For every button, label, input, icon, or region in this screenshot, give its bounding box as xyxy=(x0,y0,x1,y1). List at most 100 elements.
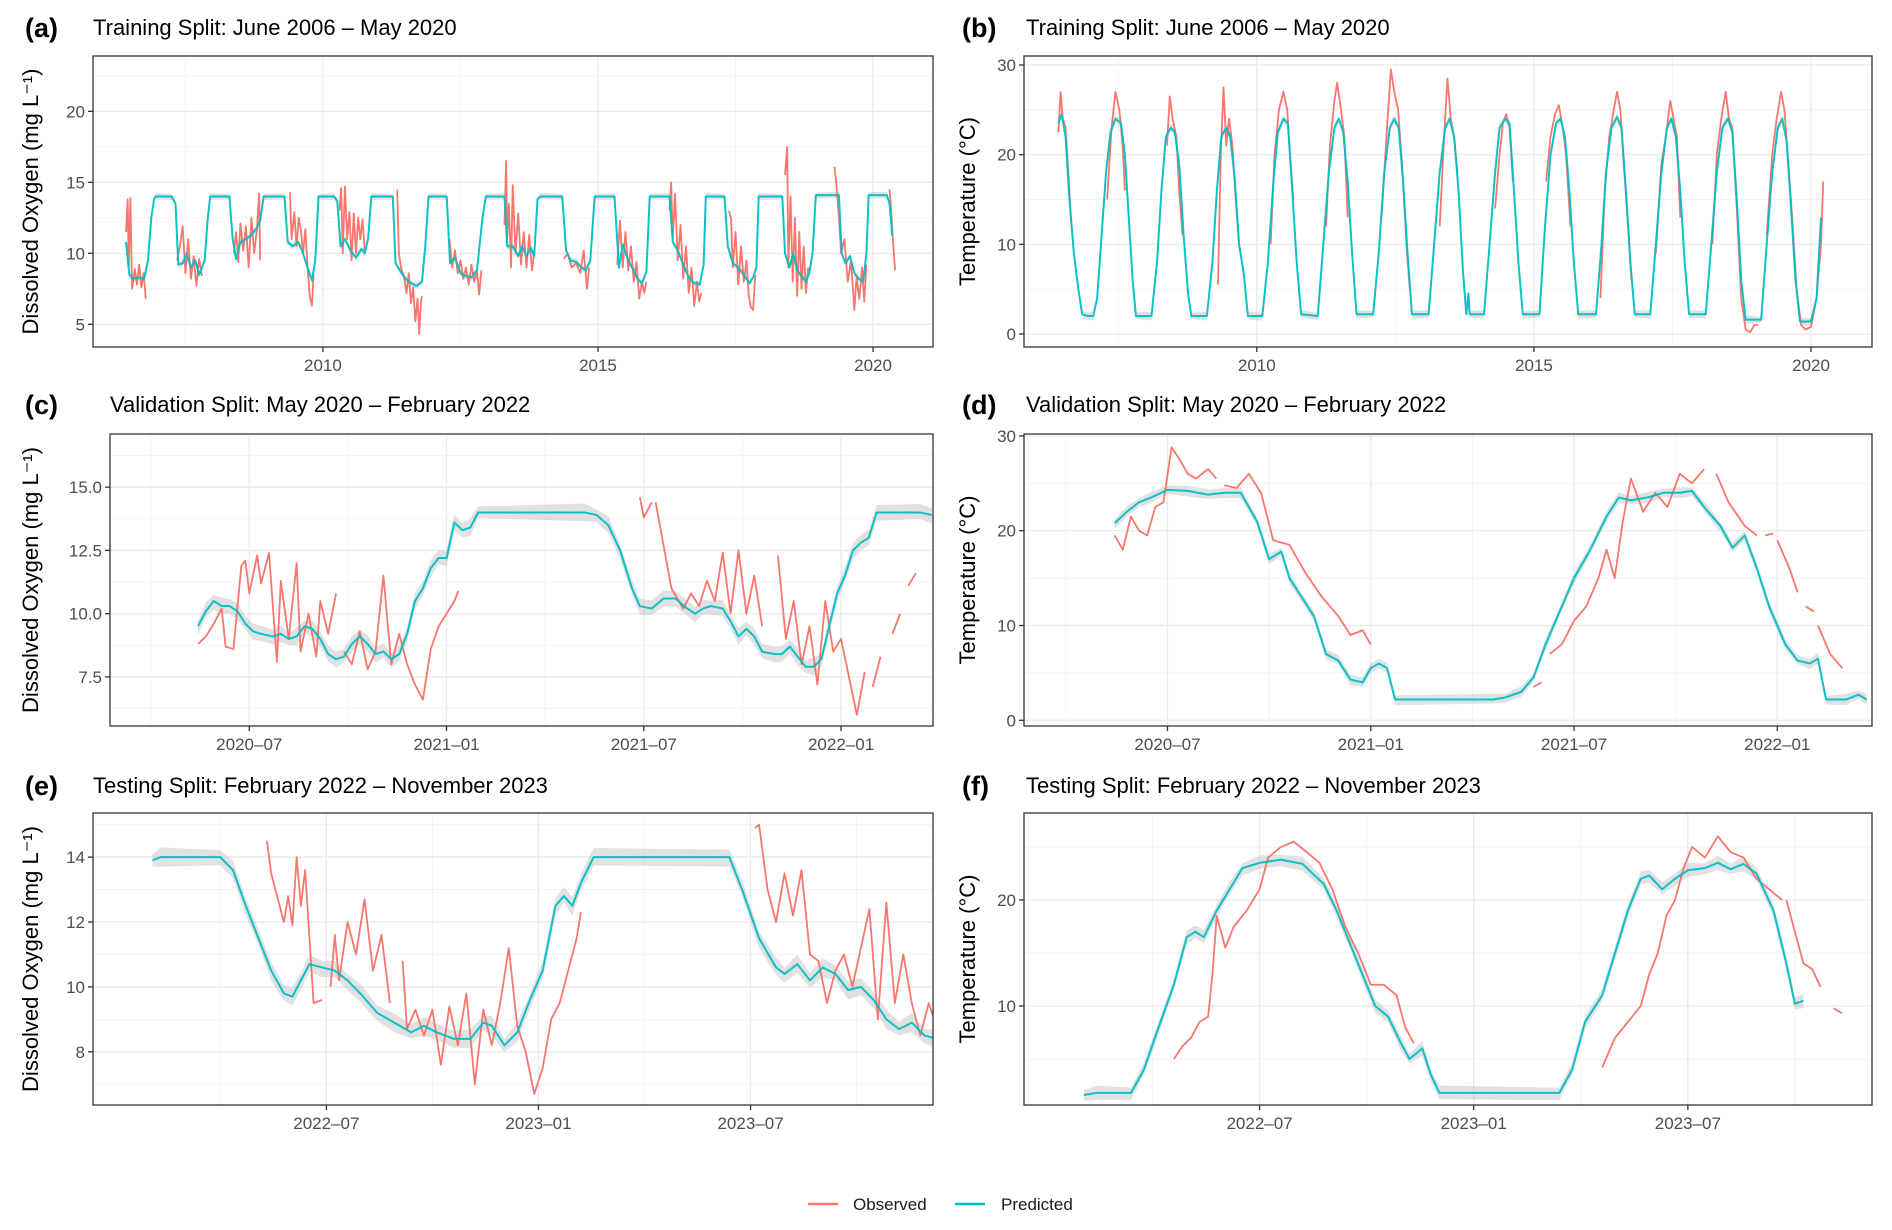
panel-title: Testing Split: February 2022 – November … xyxy=(1026,773,1481,798)
panel-b: (b) Training Split: June 2006 – May 2020 0… xyxy=(955,13,1873,375)
plot-background xyxy=(1024,434,1872,726)
y-tick-label: 10 xyxy=(997,617,1016,636)
x-tick-label: 2010 xyxy=(304,356,342,375)
observed-line xyxy=(907,572,917,587)
observed-line xyxy=(784,145,810,297)
observed-line xyxy=(1106,90,1126,200)
observed-line xyxy=(1805,605,1815,613)
observed-line xyxy=(289,192,315,307)
observed-line xyxy=(1776,539,1799,593)
observed-line xyxy=(343,574,460,701)
panel-title: Training Split: June 2006 – May 2020 xyxy=(1026,15,1390,40)
predicted-line xyxy=(1083,858,1804,1097)
observed-line xyxy=(396,189,423,336)
y-axis-title: Dissolved Oxygen (mg L⁻¹) xyxy=(18,826,43,1092)
x-tick-label: 2023–01 xyxy=(1441,1114,1507,1133)
observed-line xyxy=(1224,472,1372,645)
y-tick-label: 0 xyxy=(1007,711,1016,730)
x-tick-label: 2023–07 xyxy=(717,1114,783,1133)
observed-line xyxy=(668,181,703,307)
panel-letter: (a) xyxy=(25,13,58,43)
y-tick-label: 0 xyxy=(1007,325,1016,344)
panel-title: Training Split: June 2006 – May 2020 xyxy=(93,15,457,40)
y-axis-title: Temperature (°C) xyxy=(955,496,980,665)
observed-line xyxy=(1785,899,1822,988)
observed-line xyxy=(1532,681,1542,688)
y-tick-label: 8 xyxy=(76,1043,85,1062)
x-tick-label: 2022–01 xyxy=(808,735,874,754)
observed-line xyxy=(1113,446,1217,551)
y-axis-title: Temperature (°C) xyxy=(955,117,980,286)
observed-line xyxy=(871,656,882,688)
observed-line xyxy=(1715,473,1758,537)
x-tick-label: 2020–07 xyxy=(1134,735,1200,754)
x-tick-label: 2021–01 xyxy=(1338,735,1404,754)
predicted-line xyxy=(1113,488,1868,701)
observed-line xyxy=(1817,625,1844,669)
observed-line xyxy=(754,823,933,1037)
x-tick-label: 2022–07 xyxy=(293,1114,359,1133)
y-axis-title: Temperature (°C) xyxy=(955,875,980,1044)
y-axis-title: Dissolved Oxygen (mg L⁻¹) xyxy=(18,447,43,713)
y-tick-label: 20 xyxy=(997,891,1016,910)
plot-frame xyxy=(92,55,934,348)
panel-title: Testing Split: February 2022 – November … xyxy=(93,773,548,798)
plot-background xyxy=(110,434,933,726)
panel-a: (a) Training Split: June 2006 – May 2020 5… xyxy=(18,13,934,375)
y-tick-label: 20 xyxy=(66,102,85,121)
observed-line xyxy=(1764,532,1774,537)
plot-frame xyxy=(1023,433,1873,727)
x-tick-label: 2020–07 xyxy=(216,735,282,754)
observed-line xyxy=(338,185,366,262)
observed-line xyxy=(401,912,582,1095)
y-tick-label: 15.0 xyxy=(69,478,102,497)
observed-line xyxy=(1832,1007,1843,1015)
y-axis-title: Dissolved Oxygen (mg L⁻¹) xyxy=(18,69,43,335)
y-tick-label: 5 xyxy=(76,315,85,334)
x-tick-label: 2021–07 xyxy=(611,735,677,754)
panel-letter: (e) xyxy=(25,771,58,801)
plot-area xyxy=(1083,835,1843,1101)
panel-d: (d) Validation Split: May 2020 – February… xyxy=(955,390,1873,754)
prediction-interval-band xyxy=(197,503,932,676)
x-tick-label: 2022–07 xyxy=(1226,1114,1292,1133)
plot-background xyxy=(1024,56,1872,347)
panel-f: (f) Testing Split: February 2022 – Novemb… xyxy=(955,771,1873,1133)
observed-line xyxy=(266,840,323,1005)
panel-letter: (c) xyxy=(25,390,58,420)
y-tick-label: 15 xyxy=(66,173,85,192)
x-tick-label: 2020 xyxy=(854,356,892,375)
x-tick-label: 2023–07 xyxy=(1655,1114,1721,1133)
panel-title: Validation Split: May 2020 – February 20… xyxy=(110,392,530,417)
x-tick-label: 2020 xyxy=(1792,356,1830,375)
plot-area xyxy=(1057,68,1825,334)
plot-background xyxy=(1024,813,1872,1105)
panel-title: Validation Split: May 2020 – February 20… xyxy=(1026,392,1446,417)
plot-area xyxy=(197,497,933,716)
y-tick-label: 12.5 xyxy=(69,541,102,560)
y-tick-label: 10 xyxy=(66,978,85,997)
legend-predicted-label: Predicted xyxy=(1001,1195,1073,1214)
observed-line xyxy=(1654,99,1682,254)
observed-line xyxy=(329,898,391,1004)
observed-line xyxy=(1601,835,1783,1068)
plot-area xyxy=(125,145,896,336)
observed-line xyxy=(232,192,262,269)
legend: Observed Predicted xyxy=(808,1195,1073,1214)
predicted-line xyxy=(125,194,894,287)
panel-c: (c) Validation Split: May 2020 – February… xyxy=(18,390,934,754)
observed-line xyxy=(654,502,764,627)
plot-frame xyxy=(92,812,934,1106)
observed-line xyxy=(1173,840,1415,1060)
panel-e: (e) Testing Split: February 2022 – Novemb… xyxy=(18,771,934,1133)
plot-area xyxy=(152,823,933,1095)
y-tick-label: 7.5 xyxy=(78,668,102,687)
observed-line xyxy=(638,497,653,519)
observed-line xyxy=(891,613,902,635)
plot-frame xyxy=(1023,812,1873,1106)
legend-observed-label: Observed xyxy=(853,1195,927,1214)
y-tick-label: 30 xyxy=(997,56,1016,75)
observed-line xyxy=(1549,468,1705,655)
panel-letter: (d) xyxy=(962,390,996,420)
